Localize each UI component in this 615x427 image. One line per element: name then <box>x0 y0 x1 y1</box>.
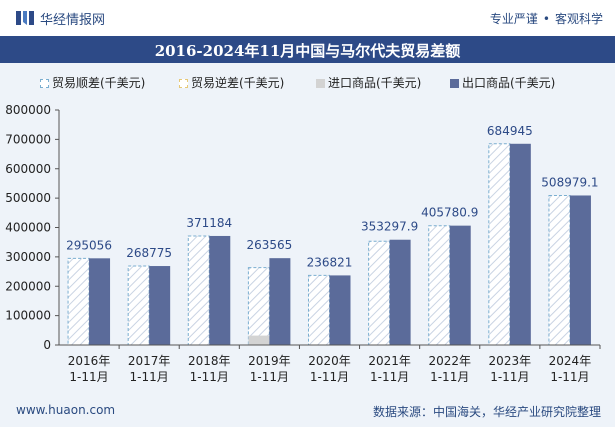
surplus-bar <box>127 265 150 346</box>
footer-bar: www.huaon.com 数据来源：中国海关，华经产业研究院整理 <box>0 397 615 427</box>
y-axis: 0 100000 200000 300000 400000 500000 600000 700… <box>5 103 60 352</box>
y-tick-label: 100000 <box>5 309 51 323</box>
legend-swatch-deficit <box>179 79 188 88</box>
surplus-bar <box>67 257 90 346</box>
export-bar <box>209 235 231 345</box>
tagline: 专业严谨 • 客观科学 <box>490 10 603 27</box>
footer-site: www.huaon.com <box>16 403 116 417</box>
x-tick-label: 1-11月 <box>310 370 349 384</box>
y-tick-label: 700000 <box>5 132 51 146</box>
surplus-bar <box>308 274 330 346</box>
data-label: 371184 <box>186 216 232 230</box>
legend-swatch-export <box>450 79 459 88</box>
surplus-bar <box>247 267 270 346</box>
legend-label-export: 出口商品(千美元) <box>462 76 556 90</box>
x-tick-label: 1-11月 <box>370 370 409 384</box>
surplus-bar <box>428 225 451 346</box>
x-tick-label: 2020年 <box>308 354 351 368</box>
import-bar <box>248 335 270 345</box>
y-tick-label: 500000 <box>5 191 51 205</box>
title-bar: 2016-2024年11月中国与马尔代夫贸易差额 <box>0 36 615 63</box>
x-tick-label: 1-11月 <box>190 370 229 384</box>
legend-item-import: 进口商品(千美元) <box>316 74 421 91</box>
x-tick-label: 1-11月 <box>550 370 589 384</box>
legend-item-surplus: 贸易顺差(千美元) <box>40 74 145 91</box>
x-tick-label: 2017年 <box>128 354 171 368</box>
tagline-right: 客观科学 <box>554 12 603 26</box>
huajing-logo-icon <box>16 11 34 25</box>
x-tick-label: 2023年 <box>489 354 532 368</box>
export-bar <box>509 143 531 345</box>
data-label: 508979.1 <box>541 175 598 189</box>
y-tick-label: 600000 <box>5 162 51 176</box>
surplus-bar <box>488 143 511 346</box>
surplus-bar <box>548 194 571 346</box>
tagline-left: 专业严谨 <box>489 12 538 26</box>
chart-legend: 贸易顺差(千美元) 贸易逆差(千美元) 进口商品(千美元) 出口商品(千美元) <box>40 74 605 92</box>
x-axis: 2016年 1-11月 2017年 1-11月 2018年 1-11月 2019年 1-11月… <box>59 344 601 384</box>
data-label: 353297.9 <box>361 220 418 234</box>
y-tick-label: 200000 <box>5 279 51 293</box>
tagline-dot-icon: • <box>542 12 550 26</box>
export-bar <box>329 275 351 345</box>
x-tick-label: 2024年 <box>549 354 592 368</box>
export-bar <box>449 225 471 345</box>
export-bar <box>389 239 411 345</box>
x-tick-label: 1-11月 <box>250 370 289 384</box>
data-label: 295056 <box>66 238 112 252</box>
y-tick-label: 300000 <box>5 250 51 264</box>
chart-plot-area: 0 100000 200000 300000 400000 500000 600000 700… <box>5 103 601 384</box>
data-labels: 295056 268775 371184 263565 236821 353297.940… <box>66 124 598 270</box>
surplus-bar <box>187 235 210 346</box>
bar-series <box>67 143 591 346</box>
export-bar <box>89 258 111 345</box>
legend-label-surplus: 贸易顺差(千美元) <box>52 76 146 90</box>
data-label: 405780.9 <box>421 206 478 220</box>
export-bar <box>569 195 591 345</box>
brand-name: 华经情报网 <box>40 13 106 28</box>
x-tick-label: 2019年 <box>248 354 291 368</box>
legend-label-import: 进口商品(千美元) <box>328 76 422 90</box>
legend-label-deficit: 贸易逆差(千美元) <box>191 76 285 90</box>
footer-source: 数据来源：中国海关，华经产业研究院整理 <box>372 405 601 419</box>
legend-item-export: 出口商品(千美元) <box>450 74 555 91</box>
data-label: 236821 <box>307 255 353 269</box>
export-bar <box>149 266 171 345</box>
x-tick-label: 1-11月 <box>69 370 108 384</box>
export-bar <box>269 258 291 345</box>
y-tick-label: 0 <box>43 338 51 352</box>
x-tick-label: 2018年 <box>188 354 231 368</box>
x-tick-label: 1-11月 <box>130 370 169 384</box>
x-tick-label: 2022年 <box>428 354 471 368</box>
header-bar: 华经情报网 专业严谨 • 客观科学 <box>0 0 615 36</box>
x-tick-label: 2021年 <box>368 354 411 368</box>
y-tick-label: 400000 <box>5 221 51 235</box>
legend-swatch-import <box>316 79 325 88</box>
data-label: 684945 <box>487 124 533 138</box>
x-tick-label: 1-11月 <box>490 370 529 384</box>
data-label: 263565 <box>246 238 292 252</box>
chart-title: 2016-2024年11月中国与马尔代夫贸易差额 <box>154 42 461 60</box>
legend-swatch-surplus <box>40 79 49 88</box>
data-label: 268775 <box>126 246 172 260</box>
surplus-bar <box>368 240 391 346</box>
x-tick-label: 1-11月 <box>430 370 469 384</box>
x-tick-label: 2016年 <box>68 354 111 368</box>
y-tick-label: 800000 <box>5 103 51 117</box>
legend-item-deficit: 贸易逆差(千美元) <box>179 74 284 91</box>
